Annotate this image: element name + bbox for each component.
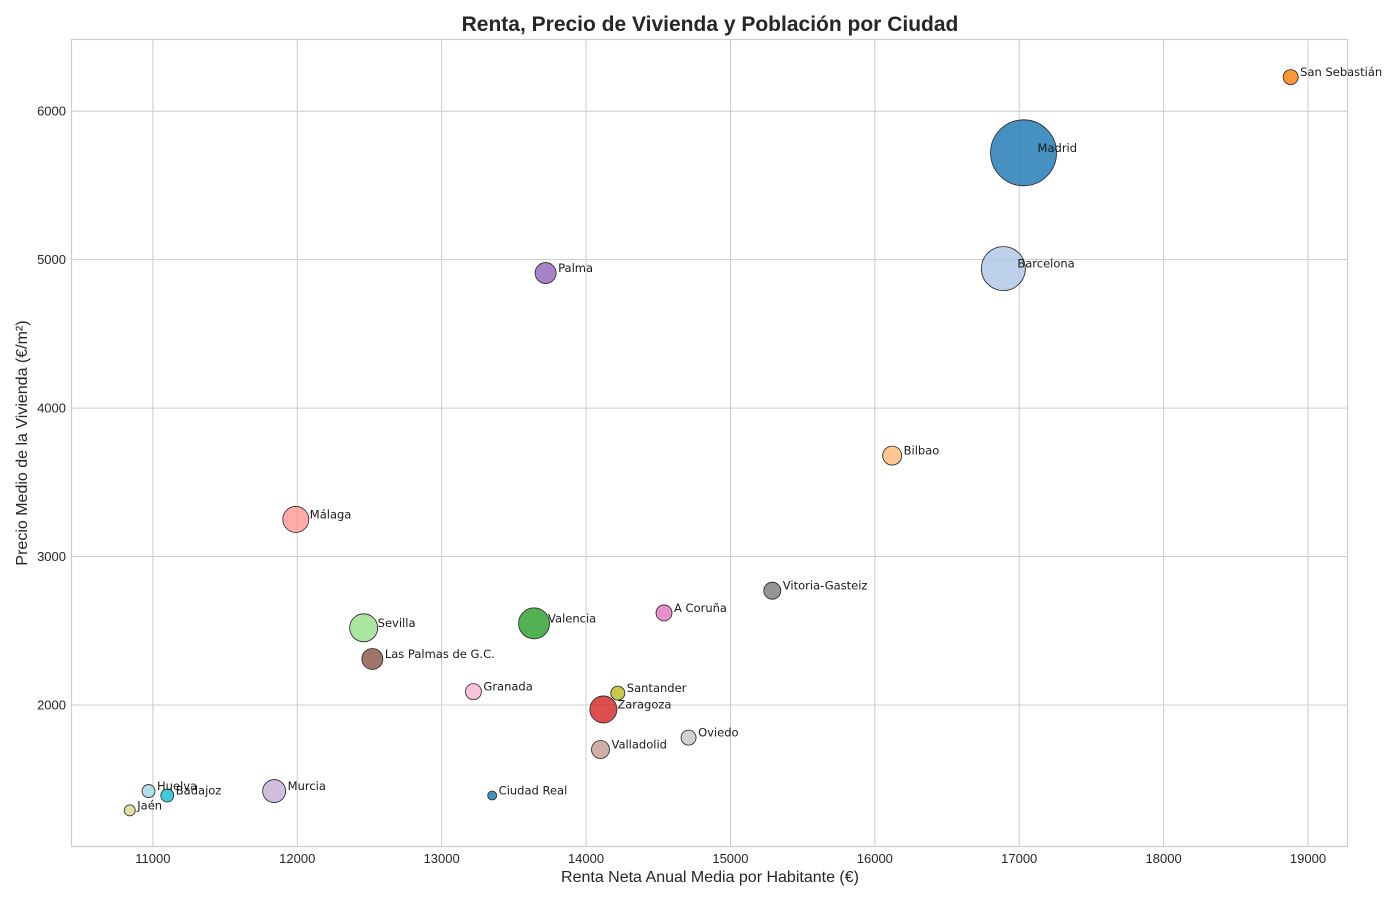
x-tick-label: 19000 [1290,851,1326,866]
bubble [361,648,384,670]
bubble [882,445,903,466]
bubble-label: Granada [483,680,532,694]
bubble-label: Murcia [288,779,326,793]
bubble [465,683,482,701]
bubble-label: Sevilla [378,616,416,630]
axis-ticks: 11000 12000 13000 14000 15000 16000 17000 18000… [37,104,1326,866]
bubble [123,804,136,817]
bubble [763,581,782,600]
y-tick-label: 3000 [37,549,66,564]
bubble [518,607,550,640]
bubble-label: Ciudad Real [499,784,568,798]
x-axis-label: Renta Neta Anual Media por Habitante (€) [561,869,859,886]
bubble [282,506,310,533]
bubble [610,685,626,701]
x-tick-label: 16000 [857,851,893,866]
bubble [160,788,175,803]
grid [72,40,1347,846]
bubble-label: A Coruña [674,601,727,615]
bubble-label: Zaragoza [617,697,671,711]
x-tick-label: 15000 [712,851,748,866]
bubble [262,779,287,803]
x-tick-label: 17000 [1001,851,1037,866]
bubble [141,784,156,798]
bubble [680,729,697,746]
bubble-label: Jaén [136,798,162,812]
bubble-label: Palma [558,261,593,275]
bubble-label: Valladolid [611,738,666,752]
bubble-labels: Madrid San Sebastián Barcelona Palma Bilbao M… [136,65,1382,812]
bubbles [123,69,1299,817]
x-tick-label: 18000 [1146,851,1182,866]
bubble-label: Málaga [310,507,352,521]
bubble [980,246,1026,291]
x-tick-label: 12000 [279,851,315,866]
x-tick-label: 14000 [568,851,604,866]
bubble [349,613,379,643]
bubble-label: Vitoria-Gasteiz [783,579,868,593]
bubble-label: Santander [627,681,687,695]
bubble-label: San Sebastián [1300,65,1382,79]
bubble-label: Huelva [157,779,197,793]
bubble-label: Oviedo [698,726,738,740]
y-axis-label: Precio Medio de la Vivienda (€/m²) [14,320,31,565]
bubble [591,740,610,759]
bubble-label: Valencia [548,611,596,625]
y-tick-label: 5000 [37,252,66,267]
bubble [655,604,673,622]
y-tick-label: 6000 [37,104,66,119]
y-tick-label: 2000 [37,697,66,712]
bubble [990,119,1057,187]
bubble-label: Bilbao [904,444,940,458]
bubble [534,262,557,284]
bubble-label: Barcelona [1017,257,1074,271]
bubble-label: Las Palmas de G.C. [385,647,495,661]
bubble [589,695,618,724]
x-tick-label: 11000 [135,851,170,866]
bubble [487,790,498,801]
bubble-label: Madrid [1038,141,1078,155]
bubble-label: Badajoz [176,784,222,798]
y-tick-label: 4000 [37,401,66,416]
bubble [1282,69,1299,86]
chart-title: Renta, Precio de Vivienda y Población po… [462,13,959,36]
plot-frame [70,38,1349,848]
x-tick-label: 13000 [424,851,460,866]
